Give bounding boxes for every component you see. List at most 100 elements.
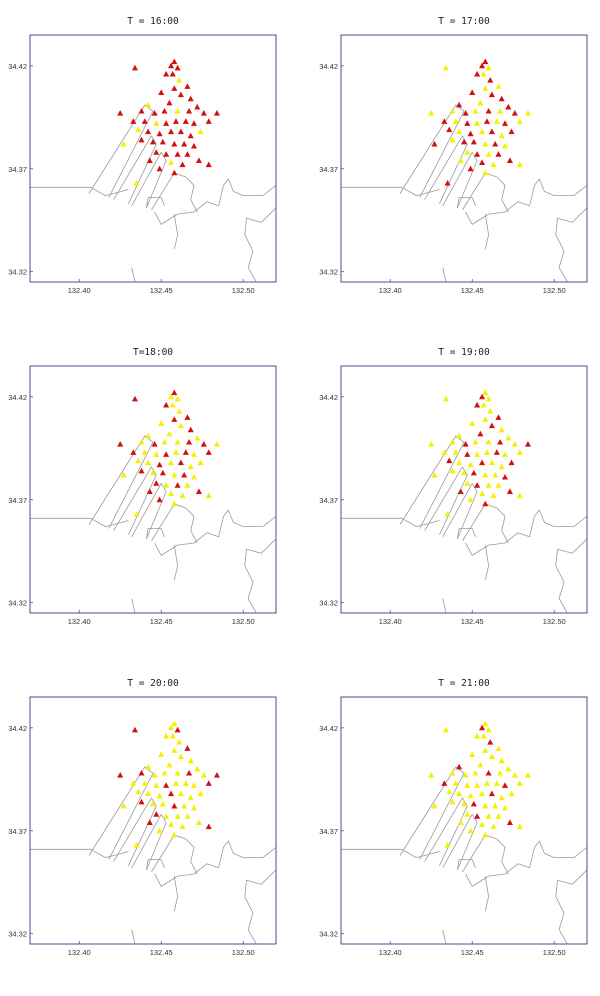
station-marker-yellow <box>428 110 435 116</box>
station-marker-yellow <box>485 64 492 71</box>
y-tick-label: 34.37 <box>8 496 27 505</box>
coastline-segment <box>88 766 154 860</box>
x-tick-label: 132.40 <box>68 617 91 626</box>
coastline-segment <box>88 104 154 198</box>
coastline-segment <box>146 528 165 539</box>
station-marker-red <box>181 140 188 147</box>
x-tick-label: 132.45 <box>150 286 173 295</box>
station-marker-red <box>163 120 170 126</box>
station-marker-yellow <box>190 804 198 811</box>
station-marker-yellow <box>467 827 474 834</box>
station-marker-yellow <box>480 70 487 77</box>
station-marker-red <box>495 151 502 157</box>
station-marker-red <box>169 70 176 77</box>
coastline-segment <box>154 532 219 556</box>
station-marker-yellow <box>482 389 489 396</box>
station-marker-red <box>187 95 194 102</box>
coastline-segment <box>218 840 276 868</box>
station-marker-yellow <box>177 753 184 760</box>
station-marker-yellow <box>145 790 152 797</box>
station-marker-yellow <box>442 64 449 71</box>
station-marker-red <box>163 70 170 77</box>
station-marker-yellow <box>511 441 518 447</box>
station-marker-yellow <box>524 110 531 116</box>
plot-area: 132.40 132.45 132.50 34.42 34.37 34.32 <box>8 34 277 295</box>
coastline-segment <box>151 503 198 544</box>
x-tick-label: 132.50 <box>232 617 255 626</box>
station-marker-red <box>177 91 184 98</box>
x-tick-label: 132.50 <box>232 286 255 295</box>
station-marker-yellow <box>452 449 459 455</box>
station-marker-yellow <box>187 794 194 801</box>
station-marker-yellow <box>482 169 489 176</box>
station-marker-yellow <box>464 480 471 486</box>
station-marker-yellow <box>135 457 142 464</box>
station-marker-yellow <box>205 492 212 499</box>
station-marker-red <box>474 151 481 157</box>
coastline-segment <box>30 517 129 528</box>
station-marker-yellow <box>158 751 165 758</box>
station-marker-yellow <box>501 142 509 149</box>
station-marker-yellow <box>163 732 170 739</box>
station-marker-yellow <box>449 467 456 474</box>
station-marker-yellow <box>482 416 489 422</box>
station-marker-red <box>146 819 153 825</box>
x-tick-label: 132.45 <box>461 617 484 626</box>
station-marker-yellow <box>501 804 509 811</box>
station-marker-yellow <box>456 128 463 135</box>
coastline-segment <box>131 267 136 282</box>
coastline-segment <box>244 538 276 613</box>
station-marker-red <box>487 739 494 745</box>
station-marker-red <box>495 414 502 420</box>
panel-t18: T=18:00 132.40 132.45 132.50 34.42 34.37 34.3… <box>8 347 277 626</box>
station-marker-yellow <box>474 782 481 788</box>
station-marker-yellow <box>200 772 207 778</box>
station-marker-yellow <box>456 459 463 466</box>
station-marker-red <box>163 151 170 157</box>
station-marker-red <box>156 130 163 137</box>
coastline-segment <box>465 201 530 225</box>
station-marker-red <box>145 128 152 135</box>
x-tick-label: 132.40 <box>68 948 91 957</box>
station-marker-yellow <box>482 802 489 809</box>
station-marker-red <box>479 62 486 69</box>
station-marker-yellow <box>449 438 456 445</box>
station-marker-yellow <box>472 107 479 114</box>
station-marker-red <box>171 416 178 422</box>
station-marker-red <box>153 149 160 155</box>
station-marker-red <box>441 780 448 786</box>
station-marker-red <box>213 110 220 116</box>
coastline-segment <box>465 532 530 556</box>
y-tick-label: 34.37 <box>8 165 27 174</box>
station-marker-red <box>200 110 207 116</box>
station-marker-red <box>146 488 153 494</box>
station-marker-red <box>177 128 184 135</box>
station-marker-yellow <box>467 792 474 799</box>
station-marker-red <box>163 451 170 457</box>
panel-t21: T = 21:00 132.40 132.45 132.50 34.42 34.37 34… <box>319 678 588 957</box>
coastline <box>30 766 276 944</box>
station-marker-red <box>190 120 198 126</box>
station-marker-yellow <box>495 83 502 89</box>
station-marker-red <box>172 118 179 124</box>
station-marker-yellow <box>149 800 157 807</box>
station-marker-red <box>184 83 191 89</box>
coastline-segment <box>341 186 440 197</box>
station-marker-red <box>184 745 191 751</box>
station-marker-red <box>177 459 184 466</box>
station-marker-yellow <box>524 772 531 778</box>
station-marker-red <box>186 769 193 776</box>
station-marker-yellow <box>153 120 160 126</box>
station-marker-yellow <box>516 823 523 830</box>
coastline-segment <box>244 869 276 944</box>
station-marker-yellow <box>508 790 515 797</box>
station-marker-yellow <box>151 772 158 778</box>
station-marker-yellow <box>495 745 502 751</box>
station-marker-yellow <box>133 842 140 848</box>
station-marker-yellow <box>153 451 160 457</box>
station-marker-red <box>467 165 474 172</box>
station-marker-yellow <box>464 782 471 788</box>
station-marker-yellow <box>158 420 165 427</box>
station-marker-red <box>153 480 160 486</box>
coastline-segment <box>529 509 587 537</box>
